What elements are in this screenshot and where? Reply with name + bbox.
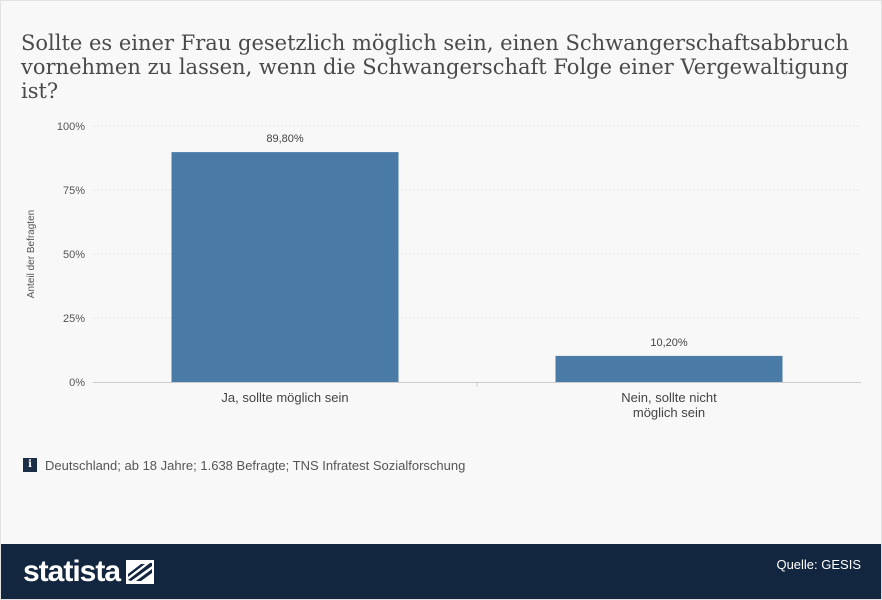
y-tick-label: 0% xyxy=(69,377,85,389)
statista-logo-icon xyxy=(126,560,155,584)
bar-chart: 0% 25% 50% 75% 100% 89,80% 10,20% Ja, sollte … xyxy=(26,121,861,420)
info-note-text: Deutschland; ab 18 Jahre; 1.638 Befragte… xyxy=(45,457,466,473)
x-tick-labels: Ja, sollte möglich sein Nein, sollte nich… xyxy=(221,382,717,420)
y-tick-label: 100% xyxy=(57,121,85,133)
y-axis-label: Anteil der Befragten xyxy=(26,210,37,298)
source-label: Quelle: GESIS xyxy=(776,557,861,572)
bar[interactable] xyxy=(555,355,783,382)
y-tick-labels: 0% 25% 50% 75% 100% xyxy=(57,121,85,389)
brand-name: statista xyxy=(23,555,121,588)
brand[interactable]: statista xyxy=(23,554,155,590)
bar[interactable] xyxy=(171,152,399,382)
y-tick-label: 50% xyxy=(63,249,85,261)
footer-bar: statista Quelle: GESIS xyxy=(1,544,881,599)
x-tick-label: Nein, sollte nicht möglich sein xyxy=(621,390,717,420)
data-labels: 89,80% 10,20% xyxy=(266,133,688,349)
info-note: i Deutschland; ab 18 Jahre; 1.638 Befrag… xyxy=(23,457,465,473)
y-tick-label: 75% xyxy=(63,185,85,197)
data-label: 89,80% xyxy=(266,133,304,145)
chart-title: Sollte es einer Frau gesetzlich möglich … xyxy=(21,31,849,103)
bars xyxy=(171,152,783,382)
data-label: 10,20% xyxy=(650,337,688,349)
info-icon[interactable]: i xyxy=(23,458,37,472)
y-tick-label: 25% xyxy=(63,313,85,325)
x-tick-label: Ja, sollte möglich sein xyxy=(221,390,348,405)
